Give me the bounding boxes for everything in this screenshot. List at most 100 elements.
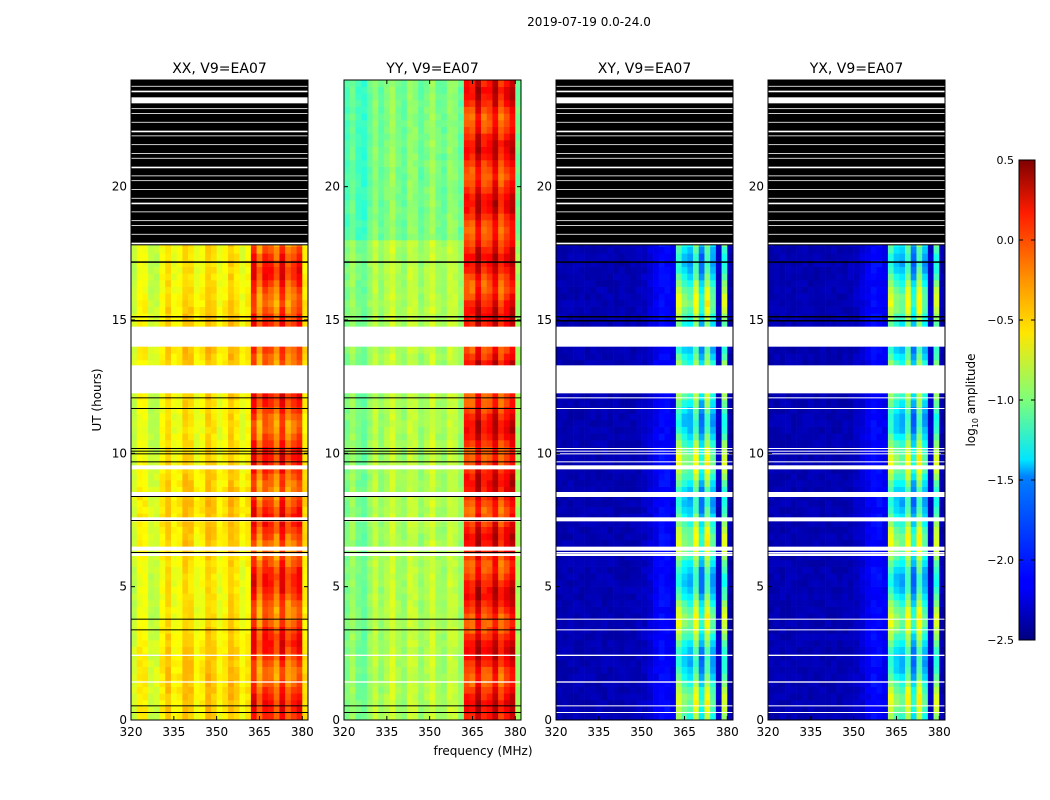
heatmap-cell xyxy=(148,300,155,307)
heatmap-cell xyxy=(498,673,505,681)
heatmap-cell xyxy=(256,293,263,301)
x-tick-label: 320 xyxy=(120,725,143,739)
heatmap-cell xyxy=(509,446,516,454)
heatmap-cell xyxy=(395,713,402,721)
heatmap-cell xyxy=(262,486,269,494)
heatmap-cell xyxy=(176,526,183,534)
heatmap-cell xyxy=(412,446,419,454)
heatmap-cell xyxy=(170,673,177,681)
heatmap-cell xyxy=(418,606,425,614)
heatmap-cell xyxy=(170,560,177,567)
heatmap-cell xyxy=(498,520,505,527)
heatmap-cell xyxy=(469,600,476,607)
heatmap-cell xyxy=(463,400,470,407)
heatmap-cell xyxy=(498,426,505,434)
heatmap-cell xyxy=(486,693,493,701)
heatmap-cell xyxy=(142,353,149,361)
heatmap-cell xyxy=(159,573,166,581)
heatmap-cell xyxy=(262,426,269,434)
heatmap-cell xyxy=(344,693,351,701)
heatmap-cell xyxy=(131,486,138,494)
heatmap-cell xyxy=(412,553,419,561)
heatmap-cell xyxy=(441,460,448,467)
heatmap-cell xyxy=(153,513,160,521)
heatmap-cell xyxy=(481,640,488,647)
heatmap-cell xyxy=(423,413,430,421)
heatmap-cell xyxy=(418,460,425,467)
heatmap-cell xyxy=(486,593,493,601)
heatmap-cell xyxy=(355,353,362,361)
heatmap-cell xyxy=(296,406,303,414)
heatmap-cell xyxy=(142,713,149,721)
heatmap-cell xyxy=(452,540,459,547)
heatmap-cell xyxy=(429,346,436,354)
heatmap-cell xyxy=(515,533,522,541)
heatmap-cell xyxy=(383,433,390,441)
heatmap-cell xyxy=(515,360,522,367)
heatmap-cell xyxy=(268,573,275,581)
heatmap-cell xyxy=(344,620,351,627)
heatmap-cell xyxy=(355,466,362,474)
heatmap-cell xyxy=(268,700,275,707)
heatmap-cell xyxy=(245,566,252,574)
heatmap-cell xyxy=(290,420,297,427)
heatmap-cell xyxy=(165,620,172,627)
heatmap-cell xyxy=(216,640,223,647)
heatmap-cell xyxy=(233,280,240,287)
heatmap-cell xyxy=(302,693,309,701)
heatmap-cell xyxy=(285,513,292,521)
heatmap-cell xyxy=(383,360,390,367)
heatmap-cell xyxy=(509,680,516,687)
heatmap-cell xyxy=(429,593,436,601)
heatmap-cell xyxy=(170,666,177,674)
heatmap-cell xyxy=(268,633,275,641)
heatmap-cell xyxy=(222,293,229,301)
heatmap-cell xyxy=(250,646,257,654)
heatmap-cell xyxy=(136,513,143,521)
heatmap-cell xyxy=(250,613,257,621)
heatmap-cell xyxy=(458,686,465,694)
heatmap-cell xyxy=(199,533,206,541)
heatmap-cell xyxy=(452,613,459,621)
heatmap-cell xyxy=(406,406,413,414)
heatmap-cell xyxy=(250,653,257,661)
heatmap-cell xyxy=(245,420,252,427)
heatmap-cell xyxy=(361,613,368,621)
heatmap-cell xyxy=(273,620,280,627)
flag-line xyxy=(131,316,308,318)
heatmap-cell xyxy=(469,573,476,581)
heatmap-cell xyxy=(458,473,465,481)
heatmap-cell xyxy=(250,673,257,681)
heatmap-cell xyxy=(182,253,189,261)
heatmap-cell xyxy=(210,593,217,601)
heatmap-cell xyxy=(435,700,442,707)
heatmap-cell xyxy=(481,700,488,707)
heatmap-cell xyxy=(279,473,286,481)
heatmap-cell xyxy=(389,713,396,721)
heatmap-cell xyxy=(441,500,448,507)
heatmap-cell xyxy=(290,500,297,507)
heatmap-cell xyxy=(153,680,160,687)
heatmap-cell xyxy=(210,606,217,614)
heatmap-cell xyxy=(344,446,351,454)
heatmap-cell xyxy=(423,620,430,627)
heatmap-cell xyxy=(435,693,442,701)
heatmap-cell xyxy=(250,273,257,281)
heatmap-cell xyxy=(233,580,240,587)
heatmap-cell xyxy=(239,453,246,461)
heatmap-cell xyxy=(222,406,229,414)
heatmap-cell xyxy=(344,660,351,667)
heatmap-cell xyxy=(268,613,275,621)
heatmap-cell xyxy=(290,246,297,254)
heatmap-cell xyxy=(256,666,263,674)
heatmap-cell xyxy=(205,306,212,314)
heatmap-cell xyxy=(250,306,257,314)
heatmap-cell xyxy=(355,640,362,647)
heatmap-cell xyxy=(503,486,510,494)
heatmap-cell xyxy=(182,560,189,567)
heatmap-cell xyxy=(245,540,252,547)
heatmap-cell xyxy=(481,713,488,721)
heatmap-cell xyxy=(296,486,303,494)
heatmap-cell xyxy=(233,646,240,654)
heatmap-cell xyxy=(159,646,166,654)
